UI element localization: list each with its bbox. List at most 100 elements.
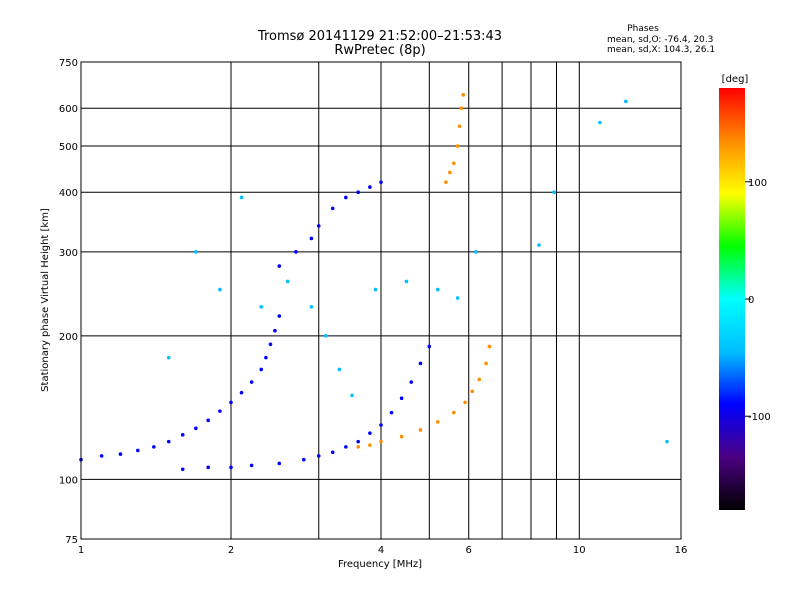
echo-point (474, 250, 478, 254)
echo-point (368, 443, 372, 447)
echo-point (389, 410, 394, 415)
echo-point (180, 433, 185, 437)
echo-point (218, 287, 222, 292)
echo-point (418, 428, 423, 432)
echo-point (379, 439, 383, 444)
echo-point (309, 236, 314, 241)
echo-point (455, 296, 460, 300)
colorbar-tick-label: -100 (748, 412, 771, 423)
echo-point (448, 170, 452, 175)
echo-point (552, 190, 556, 195)
echo-point (239, 390, 244, 395)
echo-point (152, 445, 156, 449)
colorbar-label: [deg] (722, 74, 749, 85)
echo-point (337, 367, 342, 372)
x-tick-label: 4 (378, 545, 384, 556)
echo-point (206, 418, 210, 423)
colorbar-tick-label: 0 (748, 295, 754, 306)
echo-point (356, 445, 360, 449)
x-axis-label: Frequency [MHz] (338, 559, 422, 570)
echo-point (457, 124, 462, 129)
echo-point (166, 355, 171, 360)
y-tick-label: 300 (59, 248, 78, 259)
echo-point (463, 400, 467, 405)
echo-point (455, 144, 460, 148)
plot-grid (80, 61, 682, 540)
data-points (79, 93, 669, 472)
echo-point (368, 185, 372, 189)
echo-point (404, 279, 409, 284)
echo-point (418, 361, 423, 366)
phase-legend-x: mean, sd,X: 104.3, 26.1 (607, 45, 715, 55)
echo-point (264, 355, 268, 360)
echo-point (477, 377, 482, 382)
echo-point (324, 334, 328, 338)
echo-point (379, 423, 383, 427)
echo-point (461, 93, 466, 97)
echo-point (356, 439, 360, 444)
colorbar-tick-label: 100 (748, 178, 767, 189)
chart-title: Tromsø 20141129 21:52:00–21:53:43 (257, 29, 502, 44)
echo-point (309, 305, 314, 309)
y-tick-label: 750 (59, 58, 78, 69)
y-axis-label: Stationary phase Virtual Height [km] (40, 208, 51, 392)
echo-point (180, 467, 185, 472)
echo-point (452, 410, 456, 415)
echo-point (249, 463, 254, 468)
echo-point (249, 380, 254, 384)
echo-point (399, 434, 404, 439)
y-tick-labels: 75 100 200 300 400 500 600 750 (59, 58, 78, 546)
echo-point (99, 454, 104, 458)
echo-point (229, 400, 233, 405)
echo-point (118, 452, 123, 456)
echo-point (316, 454, 321, 458)
y-tick-label: 100 (59, 475, 78, 486)
y-tick-label: 200 (59, 332, 78, 343)
x-tick-label: 1 (78, 545, 84, 556)
echo-point (330, 450, 335, 455)
echo-point (316, 224, 321, 228)
echo-point (344, 195, 348, 200)
echo-point (268, 342, 273, 347)
colorbar-ticks: 100 0 -100 (745, 178, 771, 423)
x-tick-label: 6 (466, 545, 472, 556)
echo-point (350, 393, 354, 398)
y-tick-label: 600 (59, 104, 78, 115)
echo-point (435, 287, 440, 292)
chart-subtitle: RwPretec (8p) (334, 43, 425, 58)
echo-point (218, 409, 222, 413)
plot-frame (80, 61, 682, 540)
echo-point (470, 389, 475, 394)
echo-point (379, 180, 383, 184)
echo-point (435, 420, 440, 424)
echo-point (484, 361, 488, 366)
echo-point (285, 279, 290, 284)
colorbar: [deg] 100 0 -100 (719, 74, 771, 510)
y-tick-label: 400 (59, 188, 78, 199)
echo-point (302, 457, 306, 462)
echo-point (277, 461, 282, 466)
y-tick-label: 75 (65, 535, 78, 546)
echo-point (194, 250, 198, 254)
echo-point (194, 426, 198, 431)
colorbar-scale (719, 88, 745, 510)
echo-point (229, 465, 233, 470)
echo-point (598, 120, 602, 125)
echo-point (277, 264, 282, 268)
x-tick-label: 10 (573, 545, 586, 556)
echo-point (277, 314, 282, 318)
echo-point (487, 344, 492, 349)
phase-legend: Phases mean, sd,O: -76.4, 20.3 mean, sd,… (607, 24, 715, 55)
echo-point (624, 99, 628, 104)
echo-point (452, 161, 456, 166)
echo-point (409, 380, 414, 384)
x-tick-label: 16 (675, 545, 688, 556)
echo-point (344, 445, 348, 449)
echo-point (135, 448, 140, 453)
echo-point (259, 367, 264, 372)
echo-point (239, 195, 244, 200)
phase-legend-heading: Phases (627, 24, 659, 34)
echo-point (356, 190, 360, 195)
x-tick-label: 2 (228, 545, 234, 556)
echo-point (665, 439, 669, 444)
